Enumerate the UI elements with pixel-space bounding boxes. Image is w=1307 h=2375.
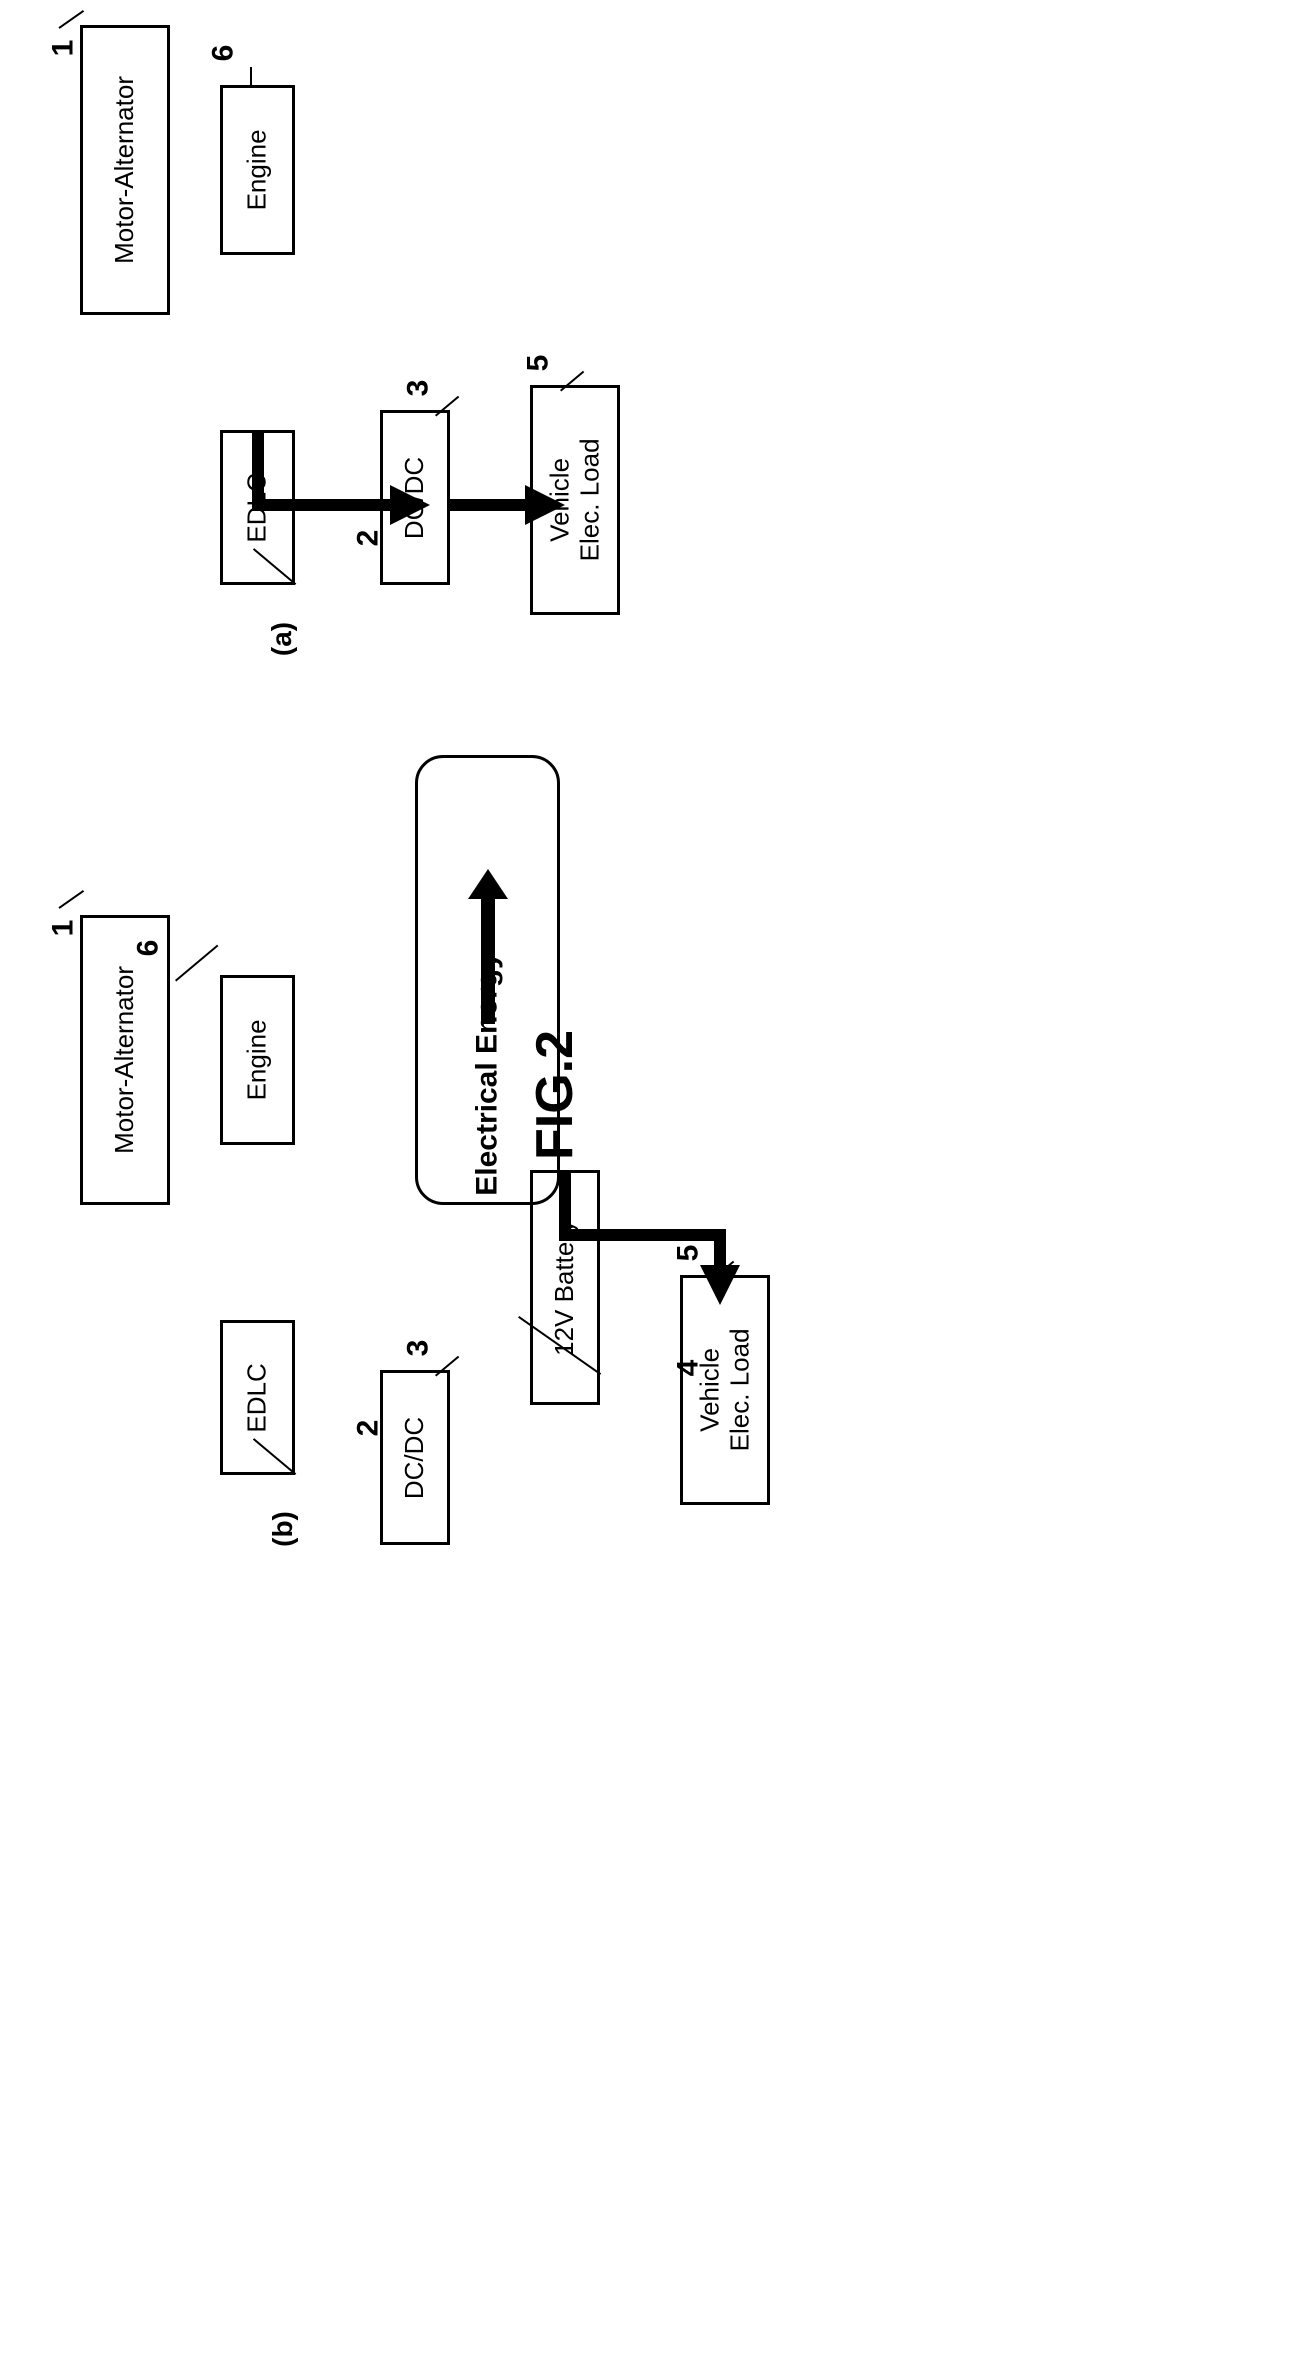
diagram-page: Motor-Alternator Engine EDLC DC/DC Vehic…: [0, 0, 1307, 2375]
ref-b-3: 3: [401, 1340, 435, 1357]
sublabel-b: (b): [267, 1511, 299, 1547]
figure-label: FIG.2: [525, 1030, 585, 1160]
ref-b-2: 2: [351, 1420, 385, 1437]
arrow-b-battery-to-load: [0, 0, 1307, 2375]
ref-b-4: 4: [671, 1360, 705, 1377]
ref-b-6: 6: [131, 940, 165, 957]
ref-b-5: 5: [671, 1245, 705, 1262]
legend-text: Electrical Energy: [471, 952, 505, 1195]
ref-b-1: 1: [46, 920, 80, 937]
